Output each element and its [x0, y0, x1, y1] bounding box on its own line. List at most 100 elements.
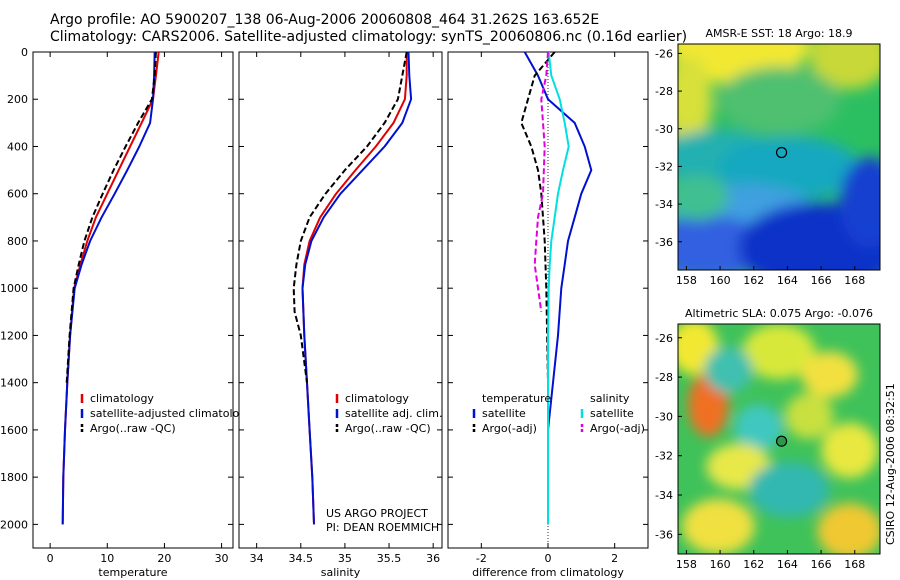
heatmap-blobs: [678, 324, 880, 554]
x-tick-label: 2: [611, 552, 618, 565]
credit-line-2: PI: DEAN ROEMMICH: [326, 521, 439, 534]
y-tick-label: 1400: [0, 377, 28, 390]
legend-entry-satellite-adjusted-climatology: satellite-adjusted climatology: [90, 407, 253, 420]
x-tick-label: 35: [338, 552, 352, 565]
x-tick-label: 0: [47, 552, 54, 565]
y-tick-label: -34: [655, 489, 673, 502]
map-title: AMSR-E SST: 18 Argo: 18.9: [705, 27, 852, 40]
x-tick-label: 20: [157, 552, 171, 565]
x-tick-label: 35.5: [377, 552, 402, 565]
y-tick-label: 1000: [0, 282, 28, 295]
y-tick-label: 1800: [0, 471, 28, 484]
x-tick-label: 158: [676, 558, 697, 571]
x-tick-label: 166: [811, 274, 832, 287]
heatmap-blob: [748, 462, 830, 518]
legend-entry-temperature-argo-adj: Argo(-adj): [482, 422, 537, 435]
heatmap-blob: [839, 157, 880, 248]
y-tick-label: 400: [7, 140, 28, 153]
x-tick-label: 34: [250, 552, 264, 565]
x-tick-label: 10: [100, 552, 114, 565]
heatmap-field: [678, 44, 880, 270]
heatmap-blob: [734, 404, 784, 451]
series-line-argo-raw-qc: [292, 51, 408, 383]
y-tick-label: 800: [7, 235, 28, 248]
legend-entry-temperature-satellite: satellite: [482, 407, 526, 420]
salinity-panel: 34 34.5 35 35.5 36 salinity climatology satelli…: [238, 51, 443, 579]
y-tick-label: -30: [655, 410, 673, 423]
y-tick-label: -28: [655, 371, 673, 384]
argo-position-marker: [775, 435, 788, 447]
x-axis-label: temperature: [98, 566, 167, 579]
heatmap-blobs: [678, 44, 880, 270]
heatmap-blob: [742, 324, 816, 380]
map-frame: [677, 43, 881, 271]
y-tick-label: -34: [655, 198, 673, 211]
y-tick-label: -26: [655, 47, 673, 60]
plot-frame: [32, 51, 234, 549]
x-tick-label: 164: [777, 558, 798, 571]
x-tick-label: 0: [545, 552, 552, 565]
map-frame: [677, 323, 881, 555]
y-tick-label: -32: [655, 160, 673, 173]
argo-position-marker: [775, 146, 788, 159]
x-tick-label: 162: [743, 558, 764, 571]
y-tick-label: -36: [655, 528, 673, 541]
credit-line-1: US ARGO PROJECT: [326, 507, 428, 520]
csiro-side-label: CSIRO 12-Aug-2006 08:32:51: [884, 383, 897, 545]
heatmap-blob: [801, 351, 858, 398]
heatmap-blob: [678, 55, 713, 146]
x-tick-label: 158: [676, 274, 697, 287]
legend-group-title-temperature: temperature: [482, 392, 551, 405]
sst-map-panel: 158 160 162 164 166 168 -26 -28 -30 -32 -34 -36 AMSR…: [655, 27, 881, 287]
y-tick-label: -32: [655, 450, 673, 463]
legend-entry-argo-raw-qc: Argo(..raw -QC): [345, 422, 431, 435]
legend-entry-satellite-adj-clim: satellite adj. clim.: [345, 407, 442, 420]
heatmap-blob: [682, 498, 755, 554]
heatmap-blob: [785, 393, 834, 439]
temperature-panel: 0 10 20 30 0 200 400 600 800 1000 1200 1400 1600 1800…: [0, 46, 253, 579]
plot-frame: [238, 51, 443, 549]
map-title: Altimetric SLA: 0.075 Argo: -0.076: [685, 307, 873, 320]
x-tick-label: 30: [215, 552, 229, 565]
legend-entry-climatology: climatology: [345, 392, 409, 405]
series-line-argo-raw-qc: [65, 51, 157, 383]
y-tick-label: 1600: [0, 424, 28, 437]
y-tick-label: -26: [655, 332, 673, 345]
y-tick-label: -28: [655, 85, 673, 98]
y-tick-label: -30: [655, 123, 673, 136]
heatmap-blob: [817, 503, 880, 554]
series-line-salinity-satellite: [547, 51, 570, 525]
sla-map-panel: 158 160 162 164 166 168 -26 -28 -30 -32 -34 -36 Alti…: [655, 307, 881, 571]
series-line-salinity-argo-adj: [533, 51, 549, 312]
heatmap-blob: [678, 175, 729, 221]
y-tick-label: 1200: [0, 329, 28, 342]
x-tick-label: 166: [811, 558, 832, 571]
heatmap-field: [678, 324, 880, 554]
heatmap-blob: [704, 347, 753, 393]
heatmap-blob: [809, 44, 880, 90]
y-tick-label: 0: [21, 46, 28, 59]
y-tick-label: -36: [655, 236, 673, 249]
y-tick-label: 2000: [0, 518, 28, 531]
heatmap-blob: [821, 422, 878, 479]
x-axis-label: salinity: [321, 566, 361, 579]
x-tick-label: 160: [710, 558, 731, 571]
legend-entry-salinity-argo-adj: Argo(-adj): [590, 422, 645, 435]
legend-entry-argo-raw-qc: Argo(..raw -QC): [90, 422, 176, 435]
climatology-subtitle: Climatology: CARS2006. Satellite-adjuste…: [50, 29, 688, 45]
x-tick-label: 162: [743, 274, 764, 287]
series-line-satellite-adjusted-climatology: [61, 51, 156, 525]
x-tick-label: 160: [710, 274, 731, 287]
legend-group-title-salinity: salinity: [590, 392, 630, 405]
legend-entry-salinity-satellite: satellite: [590, 407, 634, 420]
x-tick-label: 164: [777, 274, 798, 287]
y-tick-label: 200: [7, 93, 28, 106]
heatmap-blob: [718, 66, 840, 135]
heatmap-blob: [718, 136, 860, 200]
x-tick-label: -2: [476, 552, 487, 565]
x-tick-label: 34.5: [289, 552, 314, 565]
x-axis-label: difference from climatology: [472, 566, 624, 579]
series-line-satellite-adj-clim: [301, 51, 413, 525]
